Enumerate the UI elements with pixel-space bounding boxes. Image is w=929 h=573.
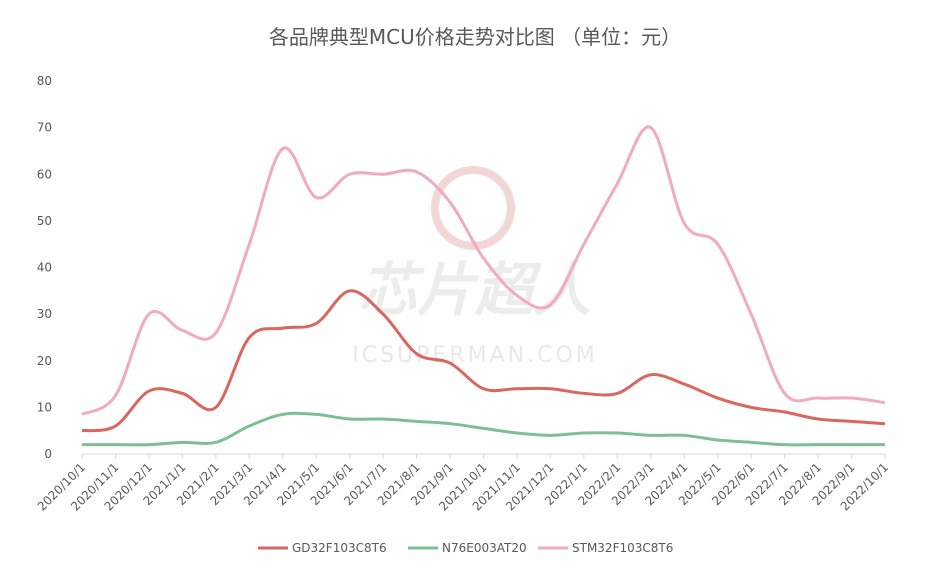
y-tick-label: 50 [37,214,52,228]
series-line [81,289,886,433]
watermark: 芯片超人 [359,256,591,324]
legend-label: GD32F103C8T6 [292,541,387,555]
y-tick-label: 70 [37,121,52,135]
y-tick-label: 60 [37,167,52,181]
watermark: ICSUPERMAN.COM [352,343,598,368]
y-tick-label: 10 [37,400,52,414]
series-line [82,411,886,447]
watermark-logo [431,166,515,250]
y-tick-label: 0 [44,447,52,461]
chart-title: 各品牌典型MCU价格走势对比图 （单位：元） [269,25,681,49]
y-tick-label: 40 [37,261,52,275]
y-tick-label: 20 [37,354,52,368]
y-tick-label: 80 [37,74,52,88]
series-line [81,125,886,416]
legend-label: STM32F103C8T6 [572,541,673,555]
y-tick-label: 30 [37,307,52,321]
legend-label: N76E003AT20 [442,541,527,555]
